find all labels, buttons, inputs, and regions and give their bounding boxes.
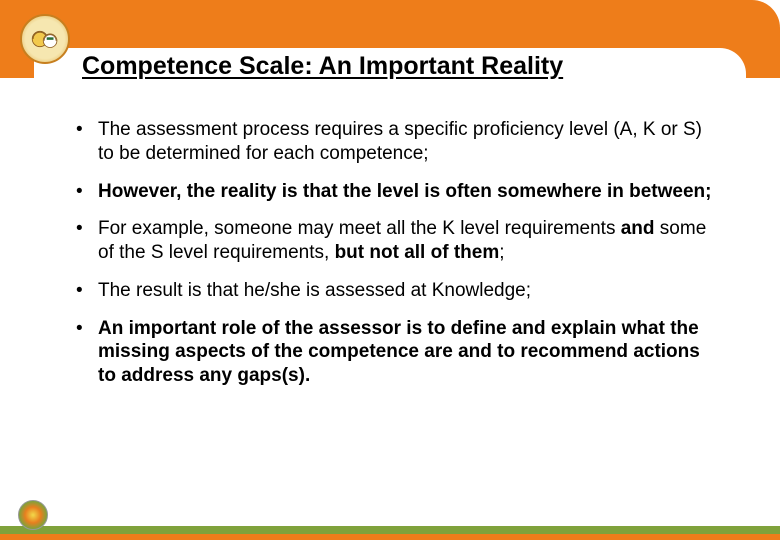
bullet-item: The result is that he/she is assessed at…: [74, 279, 714, 303]
bullet-text: but not all of them: [335, 242, 500, 263]
bullet-list: The assessment process requires a specif…: [74, 118, 714, 402]
bullet-item: For example, someone may meet all the K …: [74, 217, 714, 265]
bullet-text: However, the reality is that the level i…: [98, 181, 711, 202]
bullet-text: An important role of the assessor is to …: [98, 318, 700, 387]
bullet-item: An important role of the assessor is to …: [74, 317, 714, 388]
bullet-item: However, the reality is that the level i…: [74, 180, 714, 204]
bullet-text: The assessment process requires a specif…: [98, 119, 702, 164]
bullet-text: ;: [499, 242, 504, 263]
bullet-item: The assessment process requires a specif…: [74, 118, 714, 166]
slide-title: Competence Scale: An Important Reality: [82, 52, 563, 81]
flower-badge-icon: [18, 500, 48, 530]
bullet-text: The result is that he/she is assessed at…: [98, 280, 531, 301]
footer-orange-bar: [0, 534, 780, 540]
bullet-text: and: [621, 218, 655, 239]
slide: Competence Scale: An Important Reality T…: [0, 0, 780, 540]
bullet-text: For example, someone may meet all the K …: [98, 218, 621, 239]
footer-band: [0, 506, 780, 540]
safety-badge-icon: [20, 14, 70, 64]
